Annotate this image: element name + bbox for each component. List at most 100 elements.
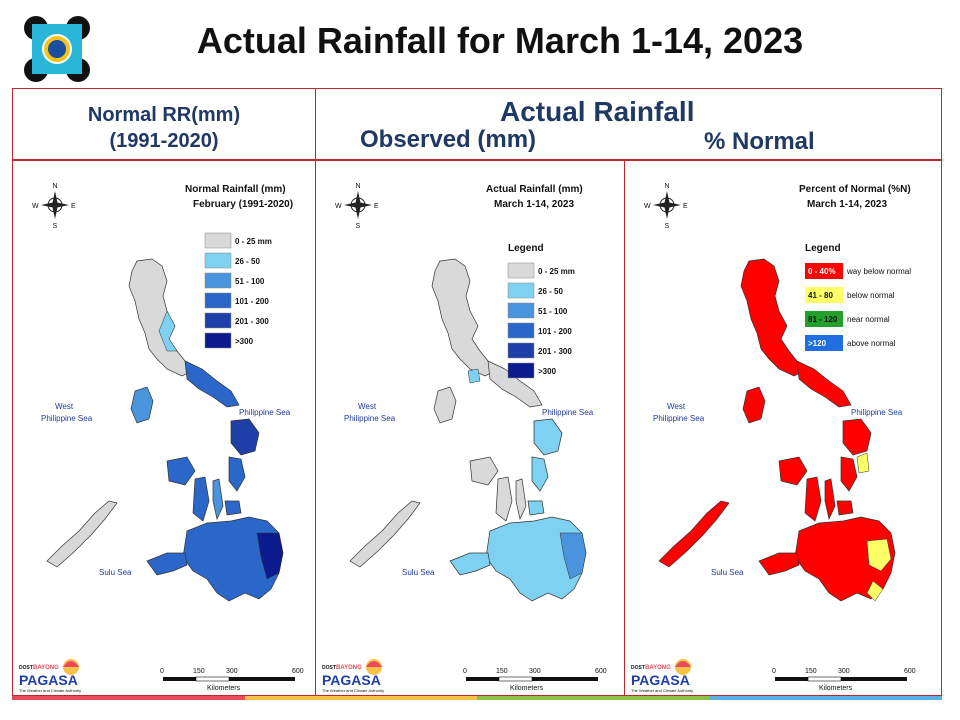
- island-luzon: [740, 258, 805, 377]
- legend-label: 0 - 25 mm: [538, 267, 575, 276]
- header-frame: [12, 88, 942, 160]
- region-shade: [866, 580, 884, 602]
- region-shade: [256, 532, 284, 580]
- legend-swatch: [805, 335, 843, 351]
- legend-swatch: [805, 287, 843, 303]
- logo-brand: PAGASA: [631, 672, 690, 688]
- bottom-color-bar: [12, 696, 942, 700]
- legend-desc: near normal: [847, 315, 890, 324]
- island-bohol: [527, 500, 545, 516]
- scale-unit: Kilometers: [207, 685, 241, 692]
- legend-title: Legend: [805, 243, 841, 254]
- legend-swatch: [204, 272, 232, 289]
- sea-label-west: Philippine Sea: [653, 414, 705, 423]
- philippines-map: [349, 258, 587, 602]
- map-subtitle: February (1991-2020): [193, 199, 293, 210]
- sea-label-west: Philippine Sea: [41, 414, 93, 423]
- compass-s: S: [665, 223, 670, 230]
- legend-label: 0 - 25 mm: [235, 237, 272, 246]
- logo-dost: DOST: [322, 665, 336, 671]
- compass-w: W: [644, 203, 651, 210]
- island-panay: [778, 456, 808, 486]
- compass-n: N: [53, 183, 58, 190]
- bar-segment: [709, 696, 942, 700]
- header-normal-line2: (1991-2020): [109, 130, 219, 152]
- island-mindoro: [433, 386, 457, 424]
- logo-tag: BAYONG: [336, 665, 362, 671]
- island-palawan: [658, 500, 730, 568]
- island-panay: [166, 456, 196, 486]
- logo-tag: BAYONG: [33, 665, 59, 671]
- legend-swatch: [507, 282, 535, 299]
- compass-icon: N S E W: [335, 183, 379, 230]
- legend-swatch: [204, 252, 232, 269]
- island-bicol: [796, 360, 852, 408]
- compass-n: N: [665, 183, 670, 190]
- logo-tagline: The Weather and Climate Authority: [631, 688, 693, 693]
- compass-e: E: [683, 203, 688, 210]
- scale-bar: 0 150 300 600 Kilometers: [463, 668, 607, 692]
- scale-tick: 600: [595, 668, 607, 675]
- compass-icon: N S E W: [32, 183, 76, 230]
- compass-s: S: [356, 223, 361, 230]
- legend-label: 26 - 50: [235, 257, 260, 266]
- legend-label: 41 - 80: [808, 291, 833, 300]
- legend-swatch: [805, 311, 843, 327]
- island-cebu: [824, 478, 836, 521]
- legend-swatch: [507, 302, 535, 319]
- pagasa-logo-icon: [24, 16, 90, 82]
- island-leyte: [840, 456, 858, 492]
- legend-label: 101 - 200: [235, 297, 269, 306]
- bar-segment: [244, 696, 477, 700]
- sea-label-sulu: Sulu Sea: [99, 568, 132, 577]
- legend-label: 81 - 120: [808, 315, 838, 324]
- island-bicol: [184, 360, 240, 408]
- map-panel-normal: N S E W Normal Rainfall (mm) February (1991-2…: [12, 160, 316, 696]
- scale-tick: 0: [463, 668, 467, 675]
- island-palawan: [46, 500, 118, 568]
- scale-tick: 150: [193, 668, 205, 675]
- region-shade: [856, 452, 870, 474]
- bar-segment: [12, 696, 245, 700]
- scale-unit: Kilometers: [819, 685, 853, 692]
- legend-swatch: [204, 332, 232, 349]
- compass-w: W: [32, 203, 39, 210]
- map-percent-svg: N S E W Percent of Normal (%N) March 1-14, 20…: [631, 183, 916, 693]
- legend-swatch: [507, 262, 535, 279]
- map-normal-svg: N S E W Normal Rainfall (mm) February (1991-2…: [19, 183, 304, 693]
- island-bohol: [836, 500, 854, 516]
- island-luzon: [128, 258, 193, 377]
- map-panel-percent: N S E W Percent of Normal (%N) March 1-14, 20…: [624, 160, 942, 696]
- compass-n: N: [356, 183, 361, 190]
- compass-s: S: [53, 223, 58, 230]
- scale-unit: Kilometers: [510, 685, 544, 692]
- legend-swatch: [204, 292, 232, 309]
- legend-swatch: [805, 263, 843, 279]
- scale-tick: 150: [805, 668, 817, 675]
- page-title: Actual Rainfall for March 1-14, 2023: [196, 20, 804, 61]
- logo-brand: PAGASA: [19, 672, 78, 688]
- map-title: Actual Rainfall (mm): [486, 184, 583, 195]
- sea-label-east: Philippine Sea: [542, 408, 594, 417]
- scale-tick: 300: [838, 668, 850, 675]
- island-panay: [469, 456, 499, 486]
- island-samar: [533, 418, 563, 456]
- logo-dost: DOST: [19, 665, 33, 671]
- sea-label-east: Philippine Sea: [239, 408, 291, 417]
- island-negros: [495, 476, 513, 522]
- legend-label: 201 - 300: [538, 347, 572, 356]
- header-percent: % Normal: [704, 128, 815, 155]
- logo-tagline: The Weather and Climate Authority: [322, 688, 384, 693]
- island-zambo: [758, 552, 800, 576]
- island-cebu: [212, 478, 224, 521]
- philippines-map: [658, 258, 896, 602]
- map-title: Normal Rainfall (mm): [185, 184, 286, 195]
- island-leyte: [531, 456, 549, 492]
- compass-e: E: [374, 203, 379, 210]
- logo-tag: BAYONG: [645, 665, 671, 671]
- island-leyte: [228, 456, 246, 492]
- legend-label: >300: [538, 367, 557, 376]
- scale-tick: 0: [160, 668, 164, 675]
- sea-label-west: West: [358, 402, 377, 411]
